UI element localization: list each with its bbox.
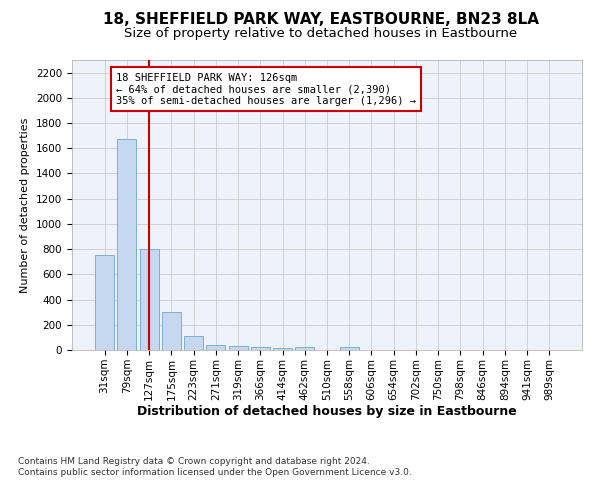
Bar — [162, 312, 181, 350]
Text: Contains HM Land Registry data © Crown copyright and database right 2024.
Contai: Contains HM Land Registry data © Crown c… — [18, 458, 412, 477]
Bar — [295, 348, 314, 350]
Bar — [95, 256, 114, 350]
Text: 18, SHEFFIELD PARK WAY, EASTBOURNE, BN23 8LA: 18, SHEFFIELD PARK WAY, EASTBOURNE, BN23… — [103, 12, 539, 28]
Bar — [251, 348, 270, 350]
Bar — [273, 348, 292, 350]
Text: 18 SHEFFIELD PARK WAY: 126sqm
← 64% of detached houses are smaller (2,390)
35% o: 18 SHEFFIELD PARK WAY: 126sqm ← 64% of d… — [116, 72, 416, 106]
Text: Size of property relative to detached houses in Eastbourne: Size of property relative to detached ho… — [124, 28, 518, 40]
Bar — [140, 249, 158, 350]
Bar — [340, 348, 359, 350]
Bar — [229, 346, 248, 350]
X-axis label: Distribution of detached houses by size in Eastbourne: Distribution of detached houses by size … — [137, 406, 517, 418]
Bar — [184, 336, 203, 350]
Y-axis label: Number of detached properties: Number of detached properties — [20, 118, 31, 292]
Bar — [118, 140, 136, 350]
Bar — [206, 345, 225, 350]
